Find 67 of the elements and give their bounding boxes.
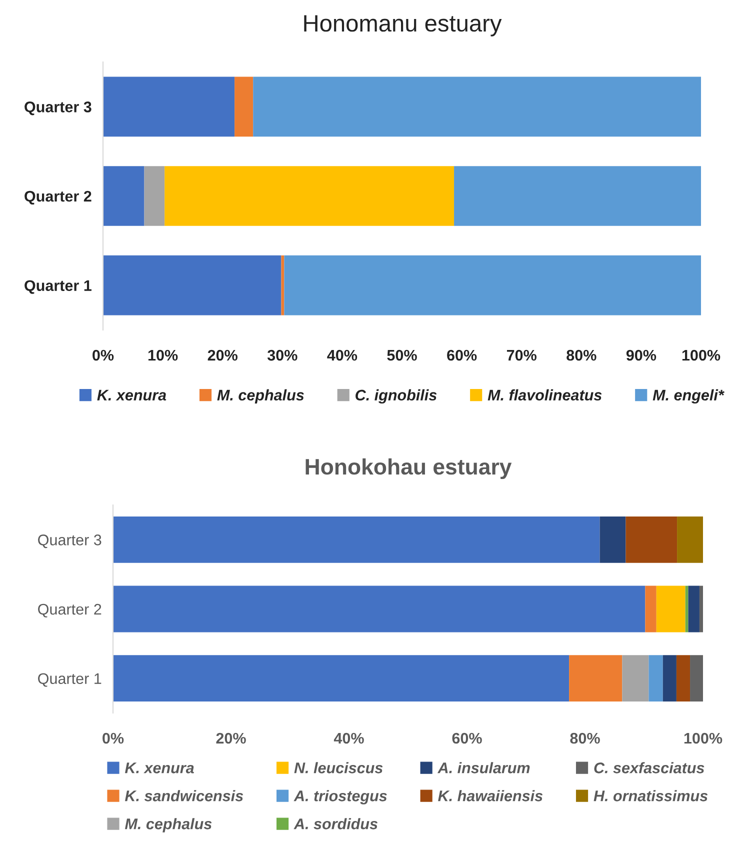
- legend-label: A. insularum: [437, 762, 530, 774]
- y-tick-label: Quarter 1: [24, 280, 92, 294]
- x-tick-label: 40%: [334, 732, 364, 744]
- x-tick-label: 60%: [447, 350, 477, 361]
- bar: [103, 166, 144, 226]
- chart-title: Honokohau estuary: [306, 458, 512, 480]
- bar: [113, 516, 600, 563]
- legend-label: K. xenura: [97, 390, 166, 401]
- bar: [662, 655, 676, 702]
- x-tick-label: 30%: [267, 350, 298, 361]
- legend-label: K. hawaiiensis: [438, 790, 543, 802]
- legend-label: M. flavolineatus: [488, 389, 602, 401]
- bar: [645, 586, 656, 632]
- y-tick-label: Quarter 1: [38, 673, 102, 687]
- y-tick-label: Quarter 3: [38, 534, 102, 548]
- y-tick-label: Quarter 2: [38, 604, 102, 618]
- bar: [676, 655, 690, 702]
- bar: [113, 586, 646, 632]
- legend-label: H. ornatissimus: [594, 790, 708, 802]
- bar: [690, 655, 703, 702]
- bar: [253, 76, 701, 137]
- x-tick-label: 70%: [506, 350, 536, 361]
- legend-label: N. leuciscus: [294, 762, 383, 774]
- bar: [622, 655, 649, 702]
- legend-label: K. sandwicensis: [124, 790, 244, 802]
- bar: [103, 76, 235, 137]
- bar: [688, 586, 700, 632]
- bar: [113, 655, 570, 702]
- legend-label: M. engeli*: [652, 389, 724, 404]
- bar: [454, 166, 701, 226]
- x-tick-label: 60%: [452, 732, 482, 744]
- x-tick-label: 40%: [327, 350, 358, 361]
- x-tick-label: 80%: [570, 732, 600, 744]
- legend-label: C. sexfasciatus: [594, 762, 704, 774]
- y-tick-label: Quarter 3: [24, 102, 92, 116]
- bar: [569, 655, 622, 702]
- y-tick-label: Quarter 2: [24, 190, 92, 205]
- legend-label: A. sordidus: [294, 818, 378, 830]
- bar: [600, 516, 626, 563]
- bar: [656, 586, 686, 632]
- legend-label: M. cephalus: [217, 389, 304, 404]
- x-tick-label: 10%: [148, 350, 178, 361]
- x-tick-label: 20%: [208, 350, 238, 361]
- bar: [648, 655, 663, 702]
- legend-label: C. ignobilis: [356, 389, 437, 404]
- bar: [699, 586, 703, 632]
- bar: [144, 166, 165, 226]
- x-tick-label: 20%: [216, 732, 246, 744]
- chart-title: Honomanu estuary: [304, 15, 502, 36]
- x-tick-label: 0%: [102, 732, 124, 744]
- bar: [281, 255, 284, 316]
- legend-label: K. xenura: [124, 762, 194, 774]
- x-tick-label: 0%: [92, 350, 114, 361]
- bar: [284, 255, 701, 316]
- legend-label: M. cephalus: [124, 818, 212, 832]
- x-tick-label: 80%: [566, 350, 596, 361]
- bar: [685, 586, 688, 632]
- x-tick-label: 100%: [684, 732, 722, 744]
- x-tick-label: 50%: [387, 350, 417, 361]
- bar: [164, 166, 454, 226]
- bar: [626, 516, 678, 563]
- bar: [677, 516, 703, 563]
- bar: [234, 76, 254, 137]
- x-tick-label: 100%: [682, 350, 720, 361]
- x-tick-label: 90%: [626, 350, 656, 361]
- bar: [103, 255, 282, 316]
- legend-label: A. triostegus: [294, 790, 387, 804]
